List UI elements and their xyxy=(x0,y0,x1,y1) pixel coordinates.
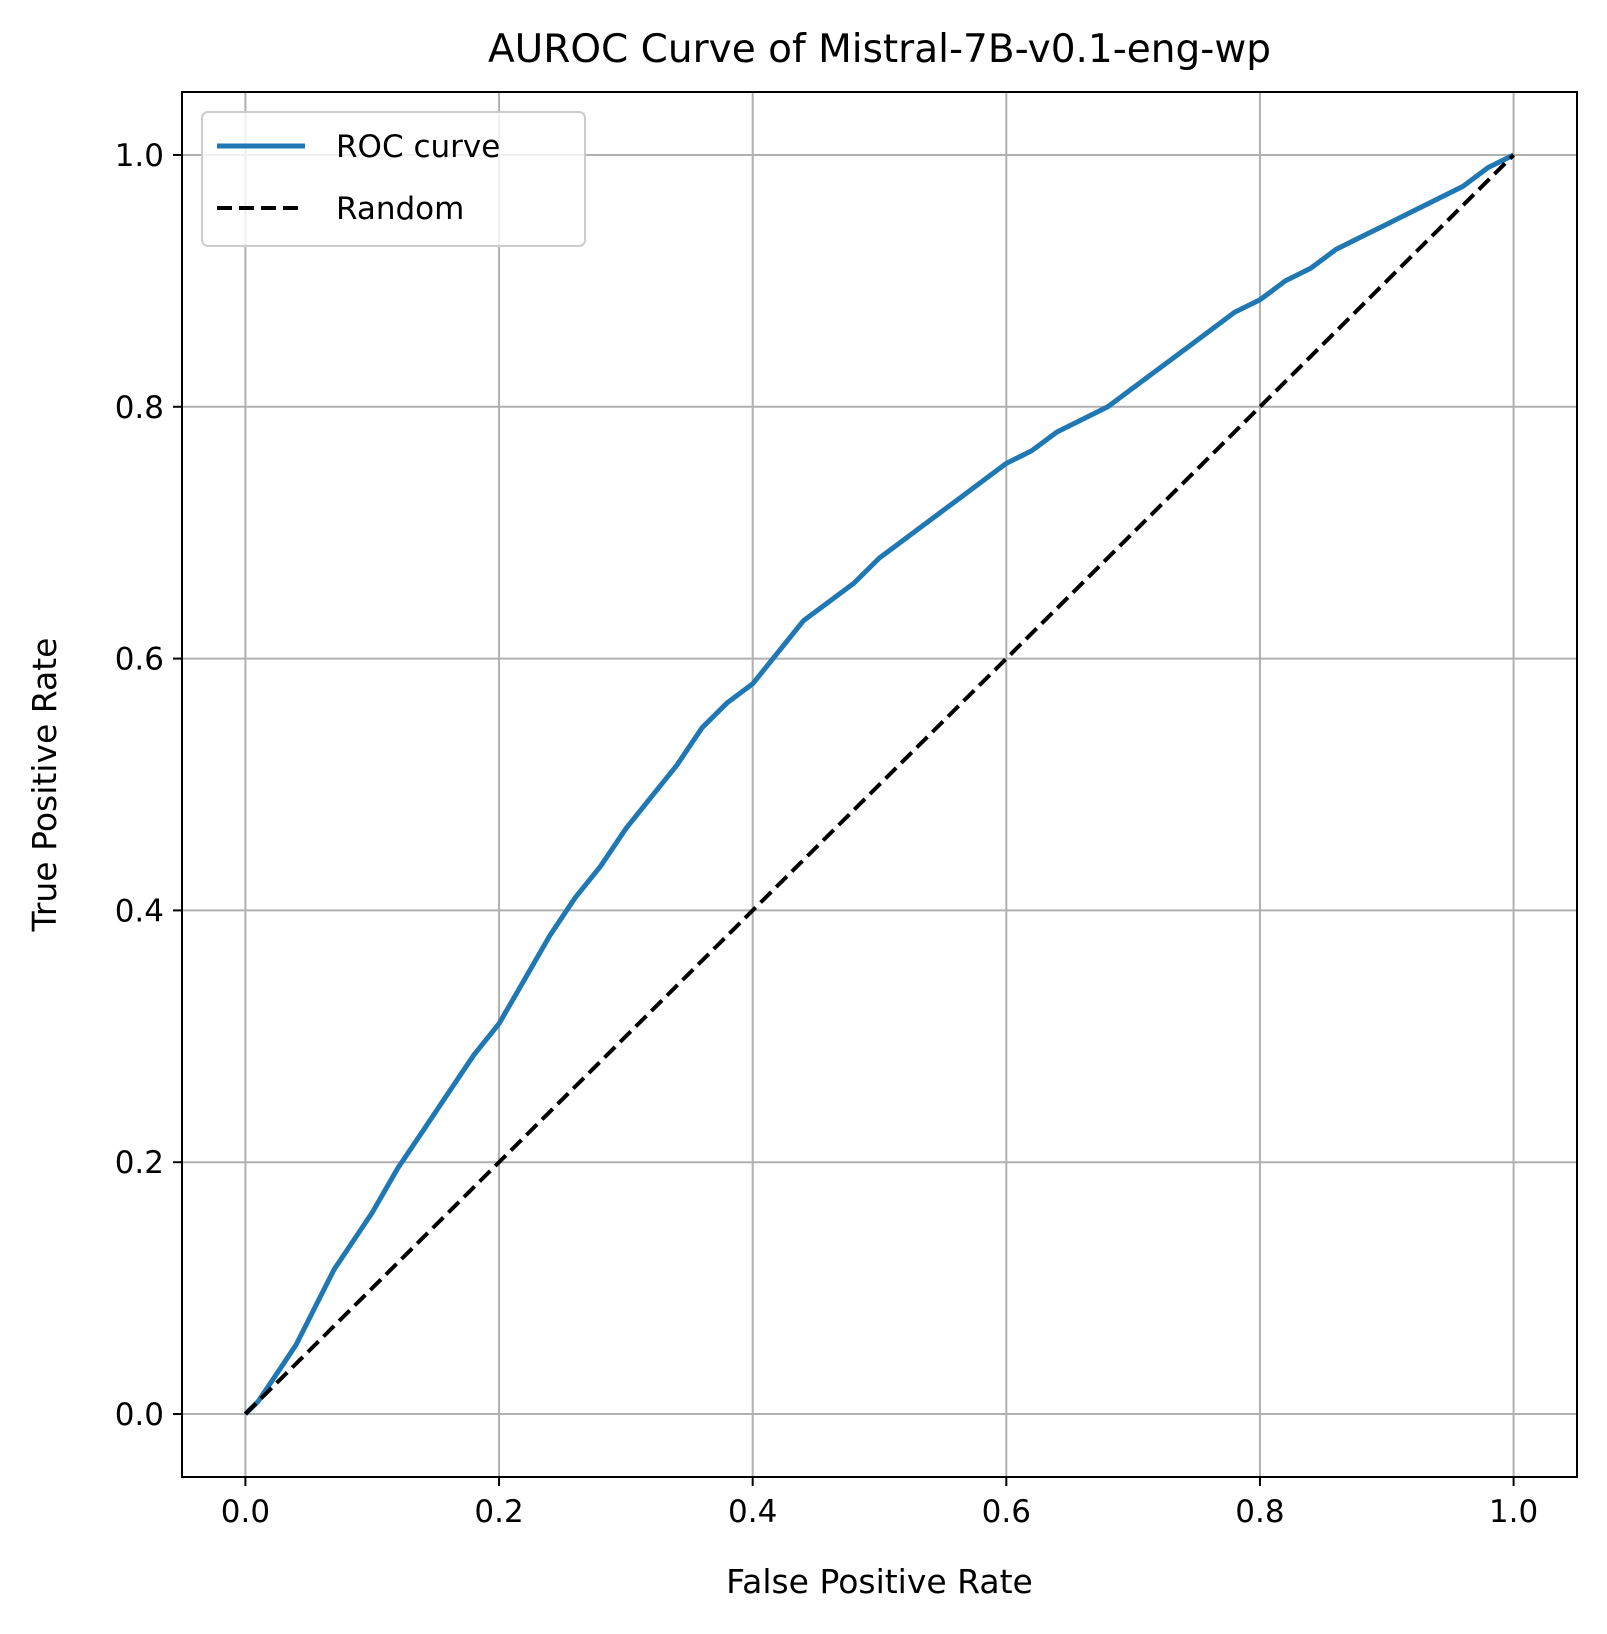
y-tick-label: 0.6 xyxy=(115,642,164,678)
series-layer xyxy=(243,152,1516,1416)
series-random xyxy=(243,153,1516,1416)
y-tick-label: 0.2 xyxy=(115,1145,164,1181)
y-tick-label: 0.4 xyxy=(115,893,164,929)
grid xyxy=(182,92,1577,1477)
x-tick-label: 0.2 xyxy=(474,1494,523,1530)
series-roc-curve xyxy=(243,152,1515,1416)
y-tick-label: 0.8 xyxy=(115,390,164,426)
plot-area xyxy=(243,152,1516,1416)
x-axis-label: False Positive Rate xyxy=(726,1562,1033,1601)
y-tick-label: 1.0 xyxy=(115,138,164,174)
legend-label-roc-curve: ROC curve xyxy=(336,129,500,165)
y-axis-label: True Positive Rate xyxy=(25,638,64,933)
legend-label-random: Random xyxy=(336,191,464,227)
legend: ROC curve Random xyxy=(201,111,586,247)
y-tick-label: 0.0 xyxy=(115,1397,164,1433)
x-tick-label: 0.8 xyxy=(1235,1494,1284,1530)
x-tick-label: 0.6 xyxy=(982,1494,1031,1530)
plot-frame xyxy=(181,91,1578,1478)
axis-ticks: 0.0 0.2 0.4 0.6 0.8 1.0 0.0 0.2 0.4 0.6 0.8 1.0 xyxy=(115,138,1539,1530)
x-tick-label: 1.0 xyxy=(1489,1494,1538,1530)
x-tick-label: 0.4 xyxy=(728,1494,777,1530)
chart-title: AUROC Curve of Mistral-7B-v0.1-eng-wp xyxy=(488,27,1271,72)
x-tick-label: 0.0 xyxy=(221,1494,270,1530)
